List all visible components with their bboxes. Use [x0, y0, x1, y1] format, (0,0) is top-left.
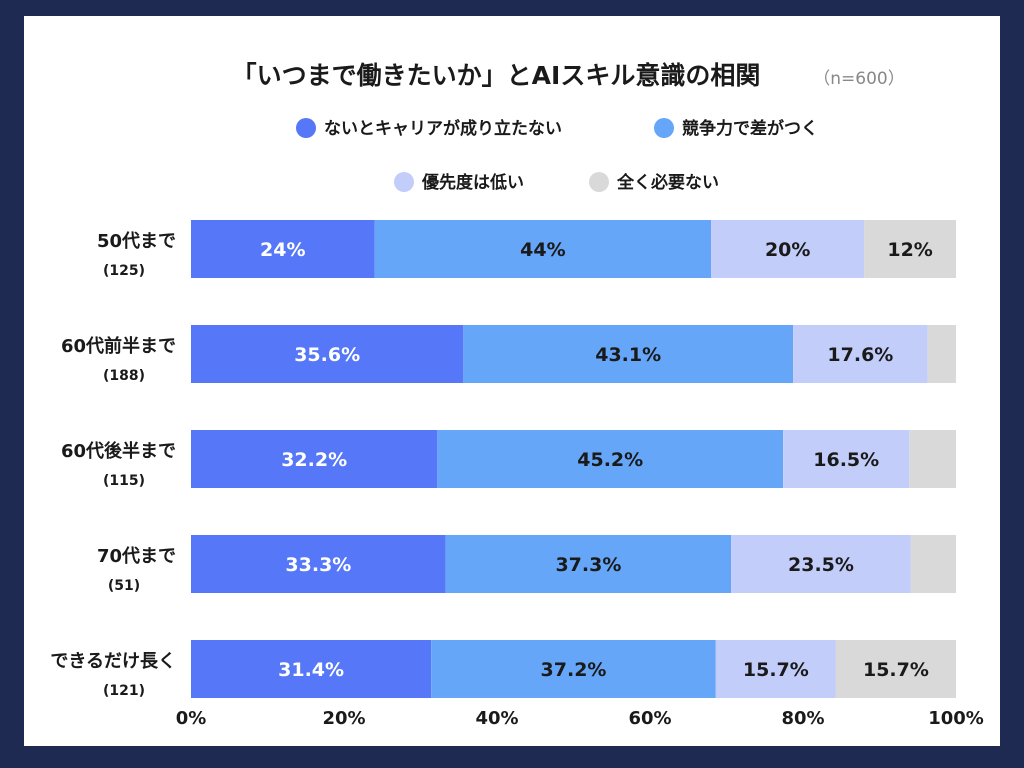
category-label-5: できるだけ長く [50, 651, 176, 672]
category-count-4: (51) [108, 578, 140, 594]
bar-segment-2-1 [191, 325, 464, 383]
stacked-bar-chart: 「いつまで働きたいか」とAIスキル意識の相関 （n=600） ないとキャリアが成… [50, 61, 984, 729]
x-tick-4: 60% [628, 708, 671, 729]
data-label-2-3: 17.6% [827, 344, 893, 366]
bar-segment-4-1 [191, 535, 446, 593]
x-axis: 0% 20% 40% 60% 80% 100% [176, 708, 984, 729]
category-label-2: 60代前半まで [61, 335, 176, 357]
bar-segment-4-4 [910, 535, 956, 593]
category-label-1: 50代まで [97, 231, 176, 252]
category-labels: 50代まで (125) 60代前半まで (188) 60代後半まで (115) 70代まで (… [50, 231, 176, 699]
bar-segment-2-2 [463, 325, 794, 383]
legend-marker-1 [296, 118, 316, 138]
data-label-2-2: 43.1% [595, 344, 661, 366]
data-label-5-1: 31.4% [278, 659, 344, 681]
bar-segment-1-2 [374, 220, 712, 278]
bar-segment-1-4 [864, 220, 956, 278]
bar-segment-3-3 [783, 430, 910, 488]
bar-segment-4-2 [445, 535, 732, 593]
legend-marker-2 [654, 118, 674, 138]
sample-size-note: （n=600） [813, 69, 904, 89]
legend-label-4: 全く必要ない [616, 172, 719, 193]
x-tick-2: 20% [322, 708, 365, 729]
bar-segment-2-3 [793, 325, 928, 383]
data-label-4-2: 37.3% [555, 554, 621, 576]
x-tick-3: 40% [475, 708, 518, 729]
bar-segment-5-3 [715, 640, 836, 698]
bar-segment-3-1 [191, 430, 438, 488]
data-label-5-2: 37.2% [541, 659, 607, 681]
legend-label-3: 優先度は低い [421, 172, 524, 193]
bar-segment-1-1 [191, 220, 375, 278]
category-count-2: (188) [103, 368, 145, 384]
bar-segment-3-4 [909, 430, 956, 488]
category-label-3: 60代後半まで [61, 440, 176, 462]
x-tick-6: 100% [928, 708, 984, 729]
data-label-3-3: 16.5% [813, 449, 879, 471]
chart-card: 「いつまで働きたいか」とAIスキル意識の相関 （n=600） ないとキャリアが成… [24, 16, 1000, 746]
data-label-5-4: 15.7% [863, 659, 929, 681]
data-label-1-4: 12% [887, 239, 932, 261]
chart-title: 「いつまで働きたいか」とAIスキル意識の相関 [232, 61, 761, 90]
bar-segment-4-3 [731, 535, 911, 593]
data-label-5-3: 15.7% [743, 659, 809, 681]
category-count-1: (125) [103, 263, 145, 279]
x-tick-1: 0% [176, 708, 207, 729]
legend-label-1: ないとキャリアが成り立たない [324, 118, 562, 139]
data-label-3-1: 32.2% [281, 449, 347, 471]
bar-segment-5-2 [431, 640, 716, 698]
x-tick-5: 80% [781, 708, 824, 729]
bar-segment-3-2 [437, 430, 784, 488]
legend-marker-4 [589, 172, 609, 192]
data-label-4-3: 23.5% [788, 554, 854, 576]
data-label-1-3: 20% [765, 239, 810, 261]
bar-segment-5-1 [191, 640, 432, 698]
data-label-1-1: 24% [260, 239, 305, 261]
bar-segment-2-4 [927, 325, 956, 383]
legend-marker-3 [394, 172, 414, 192]
data-label-3-2: 45.2% [577, 449, 643, 471]
category-label-4: 70代まで [97, 546, 176, 567]
bars: 24% 44% 20% 12% 35.6% 43.1% 17.6% 32.2% 45.2% 16.… [191, 220, 956, 698]
data-label-2-1: 35.6% [294, 344, 360, 366]
category-count-3: (115) [103, 473, 145, 489]
category-count-5: (121) [103, 683, 145, 699]
legend-label-2: 競争力で差がつく [682, 118, 818, 139]
bar-segment-5-4 [835, 640, 956, 698]
bar-segment-1-3 [711, 220, 865, 278]
data-label-1-2: 44% [520, 239, 565, 261]
data-label-4-1: 33.3% [285, 554, 351, 576]
